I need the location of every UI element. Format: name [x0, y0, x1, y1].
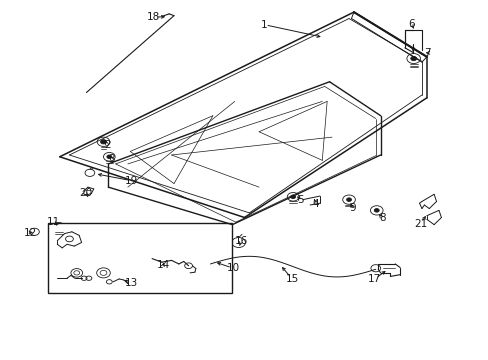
Text: 12: 12: [24, 228, 37, 238]
Circle shape: [101, 140, 106, 144]
Circle shape: [56, 225, 61, 229]
Text: 20: 20: [79, 188, 92, 198]
Text: 14: 14: [156, 260, 169, 270]
Circle shape: [373, 208, 378, 212]
Text: 10: 10: [226, 263, 240, 273]
Text: 8: 8: [378, 213, 385, 223]
Text: 4: 4: [312, 199, 319, 209]
Text: 11: 11: [47, 217, 61, 227]
Text: 21: 21: [413, 219, 426, 229]
Text: 13: 13: [124, 278, 138, 288]
Text: 15: 15: [285, 274, 298, 284]
Text: 2: 2: [104, 140, 110, 150]
Text: 9: 9: [348, 203, 355, 212]
Circle shape: [107, 155, 112, 158]
Circle shape: [410, 57, 416, 61]
Text: 17: 17: [367, 274, 381, 284]
Text: 19: 19: [125, 176, 138, 186]
Text: 5: 5: [297, 195, 303, 205]
Text: 7: 7: [424, 48, 430, 58]
Bar: [47, 223, 232, 293]
Text: 16: 16: [234, 237, 247, 247]
Text: 1: 1: [260, 19, 267, 30]
Circle shape: [346, 198, 351, 202]
Text: 6: 6: [407, 19, 414, 29]
Text: 18: 18: [147, 12, 160, 22]
Circle shape: [290, 195, 295, 199]
Text: 3: 3: [108, 154, 115, 164]
